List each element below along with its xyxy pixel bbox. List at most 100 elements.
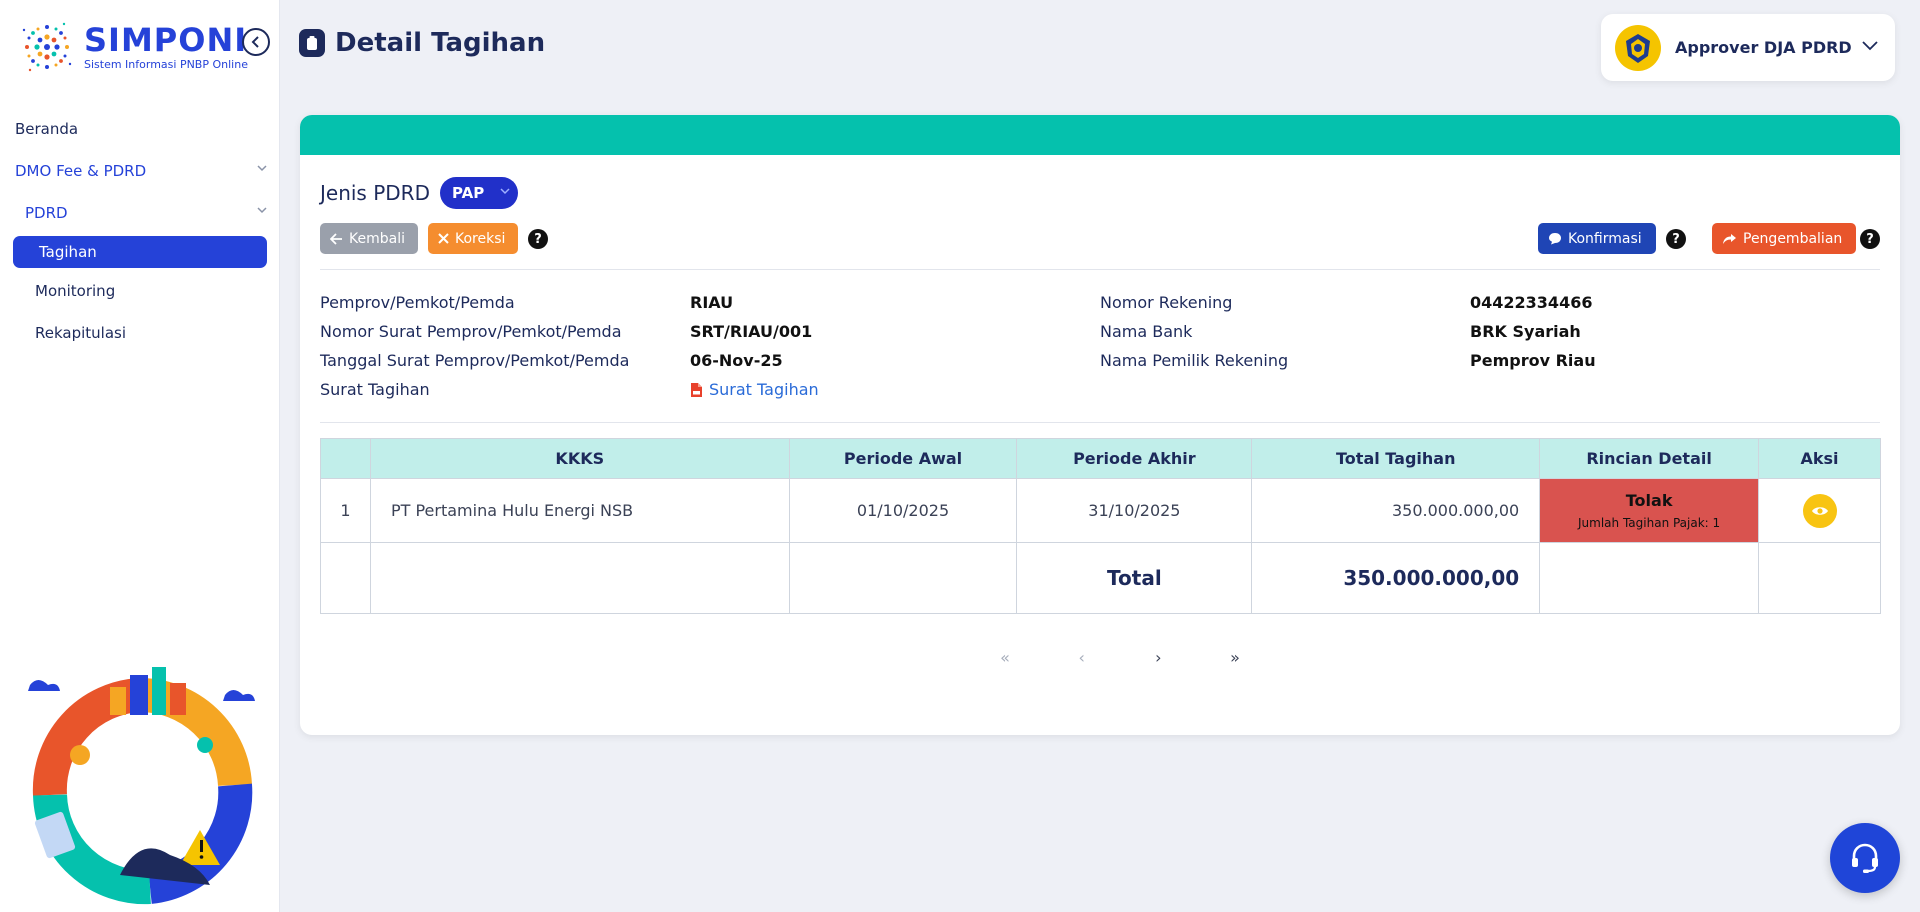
kembali-button[interactable]: Kembali — [320, 223, 418, 254]
column-header-total-tagihan: Total Tagihan — [1251, 438, 1541, 479]
sidebar-item-label: PDRD — [25, 204, 68, 222]
column-header-kkks: KKKS — [369, 438, 790, 479]
empty-cell — [320, 542, 371, 614]
info-label: Tanggal Surat Pemprov/Pemkot/Pemda — [320, 351, 630, 370]
pagination: « ‹ › » — [990, 642, 1250, 672]
logo-dots-icon — [22, 22, 72, 72]
sidebar: SIMPONI Sistem Informasi PNBP Online Ber… — [0, 0, 280, 912]
info-label: Nama Bank — [1100, 322, 1193, 341]
kembali-label: Kembali — [349, 230, 405, 247]
sidebar-item-label: DMO Fee & PDRD — [15, 162, 147, 180]
info-left-values: RIAU SRT/RIAU/001 06-Nov-25 Surat Tagiha… — [690, 288, 1070, 404]
total-value: 350.000.000,00 — [1343, 566, 1520, 590]
total-label: Total — [1107, 566, 1162, 590]
column-header-no — [320, 438, 371, 479]
rincian-subtext: Jumlah Tagihan Pajak: 1 — [1578, 516, 1721, 530]
sidebar-illustration — [28, 667, 255, 905]
page-title-text: Detail Tagihan — [335, 28, 546, 58]
chevron-down-icon — [257, 207, 267, 214]
koreksi-help-icon[interactable]: ? — [528, 229, 548, 249]
sidebar-item-tagihan[interactable]: Tagihan — [13, 236, 267, 268]
headset-icon — [1852, 843, 1878, 873]
sidebar-item-beranda[interactable]: Beranda — [0, 108, 280, 150]
jenis-pdrd-select[interactable]: PAP — [439, 177, 518, 209]
konfirmasi-help-icon[interactable]: ? — [1666, 229, 1686, 249]
info-right-values: 04422334466 BRK Syariah Pemprov Riau — [1470, 288, 1850, 375]
last-page-button[interactable]: » — [1230, 647, 1240, 667]
info-label: Nomor Surat Pemprov/Pemkot/Pemda — [320, 322, 622, 341]
support-chat-button[interactable] — [1830, 823, 1900, 893]
koreksi-label: Koreksi — [455, 230, 506, 247]
konfirmasi-label: Konfirmasi — [1568, 230, 1642, 247]
total-tagihan-cell: 350.000.000,00 — [1251, 478, 1541, 543]
table-header-row: KKKS Periode Awal Periode Akhir Total Ta… — [320, 438, 1881, 479]
empty-cell — [788, 542, 1018, 614]
user-menu[interactable]: Approver DJA PDRD — [1601, 14, 1895, 81]
table-row: 1 PT Pertamina Hulu Energi NSB 01/10/202… — [320, 478, 1881, 543]
pengembalian-help-icon[interactable]: ? — [1860, 229, 1880, 249]
info-label: Nomor Rekening — [1100, 293, 1233, 312]
sidebar-item-label: Monitoring — [35, 282, 116, 300]
pdf-file-icon — [690, 382, 703, 398]
close-icon — [438, 233, 449, 244]
rincian-status: Tolak — [1625, 491, 1673, 510]
sidebar-item-label: Tagihan — [39, 243, 97, 261]
konfirmasi-button[interactable]: Konfirmasi — [1538, 223, 1656, 254]
detail-card: Jenis PDRD PAP Kembali Koreksi ? Konfirm… — [300, 115, 1900, 735]
eye-icon — [1811, 506, 1828, 515]
logo-title: SIMPONI — [84, 21, 248, 59]
column-header-aksi: Aksi — [1758, 438, 1881, 479]
chevron-down-icon — [1862, 41, 1878, 51]
surat-tagihan-link-label: Surat Tagihan — [709, 380, 819, 399]
tagihan-table: KKKS Periode Awal Periode Akhir Total Ta… — [320, 438, 1881, 614]
card-header-band — [300, 115, 1900, 155]
sidebar-item-rekapitulasi[interactable]: Rekapitulasi — [0, 312, 280, 354]
collapse-sidebar-button[interactable] — [242, 28, 270, 56]
sidebar-item-pdrd[interactable]: PDRD — [0, 192, 280, 234]
first-page-button[interactable]: « — [1000, 647, 1010, 667]
sidebar-item-label: Rekapitulasi — [35, 324, 127, 342]
next-page-button[interactable]: › — [1155, 647, 1162, 667]
divider — [320, 422, 1880, 423]
column-header-rincian-detail: Rincian Detail — [1539, 438, 1760, 479]
nama-pemilik-rekening-value: Pemprov Riau — [1470, 351, 1596, 370]
periode-awal-cell: 01/10/2025 — [788, 478, 1018, 543]
empty-cell — [1539, 542, 1760, 614]
info-right-labels: Nomor Rekening Nama Bank Nama Pemilik Re… — [1100, 288, 1470, 375]
column-header-periode-awal: Periode Awal — [788, 438, 1018, 479]
simponi-logo[interactable]: SIMPONI Sistem Informasi PNBP Online — [18, 18, 248, 76]
jenis-pdrd-value: PAP — [451, 184, 485, 202]
empty-cell — [369, 542, 790, 614]
aksi-cell — [1758, 478, 1881, 543]
empty-cell — [1758, 542, 1881, 614]
sidebar-item-monitoring[interactable]: Monitoring — [0, 270, 280, 312]
table-total-row: Total 350.000.000,00 — [320, 542, 1881, 614]
pengembalian-label: Pengembalian — [1743, 230, 1843, 247]
share-arrow-icon — [1722, 233, 1737, 245]
info-label: Pemprov/Pemkot/Pemda — [320, 293, 515, 312]
periode-akhir-cell: 31/10/2025 — [1016, 478, 1253, 543]
view-detail-button[interactable] — [1802, 493, 1837, 528]
chevron-down-icon — [257, 165, 267, 172]
logo-subtitle: Sistem Informasi PNBP Online — [84, 58, 248, 71]
sidebar-item-dmo-fee-pdrd[interactable]: DMO Fee & PDRD — [0, 150, 280, 192]
pengembalian-button[interactable]: Pengembalian — [1712, 223, 1856, 254]
koreksi-button[interactable]: Koreksi — [428, 223, 518, 254]
kkks-cell: PT Pertamina Hulu Energi NSB — [369, 478, 790, 543]
row-number: 1 — [320, 478, 371, 543]
info-label: Surat Tagihan — [320, 380, 430, 399]
column-header-periode-akhir: Periode Akhir — [1016, 438, 1253, 479]
rincian-status-badge: Tolak Jumlah Tagihan Pajak: 1 — [1539, 478, 1760, 543]
arrow-left-icon — [330, 232, 343, 245]
nama-bank-value: BRK Syariah — [1470, 322, 1581, 341]
surat-tagihan-link[interactable]: Surat Tagihan — [690, 380, 819, 399]
divider — [320, 269, 1880, 270]
nomor-surat-value: SRT/RIAU/001 — [690, 322, 813, 341]
nomor-rekening-value: 04422334466 — [1470, 293, 1593, 312]
sidebar-nav: Beranda DMO Fee & PDRD PDRD Tagihan Moni… — [0, 108, 280, 354]
chevron-left-icon — [251, 36, 259, 48]
tanggal-surat-value: 06-Nov-25 — [690, 351, 783, 370]
user-name: Approver DJA PDRD — [1675, 38, 1852, 57]
prev-page-button[interactable]: ‹ — [1078, 647, 1085, 667]
jenis-pdrd: Jenis PDRD PAP — [320, 177, 518, 209]
